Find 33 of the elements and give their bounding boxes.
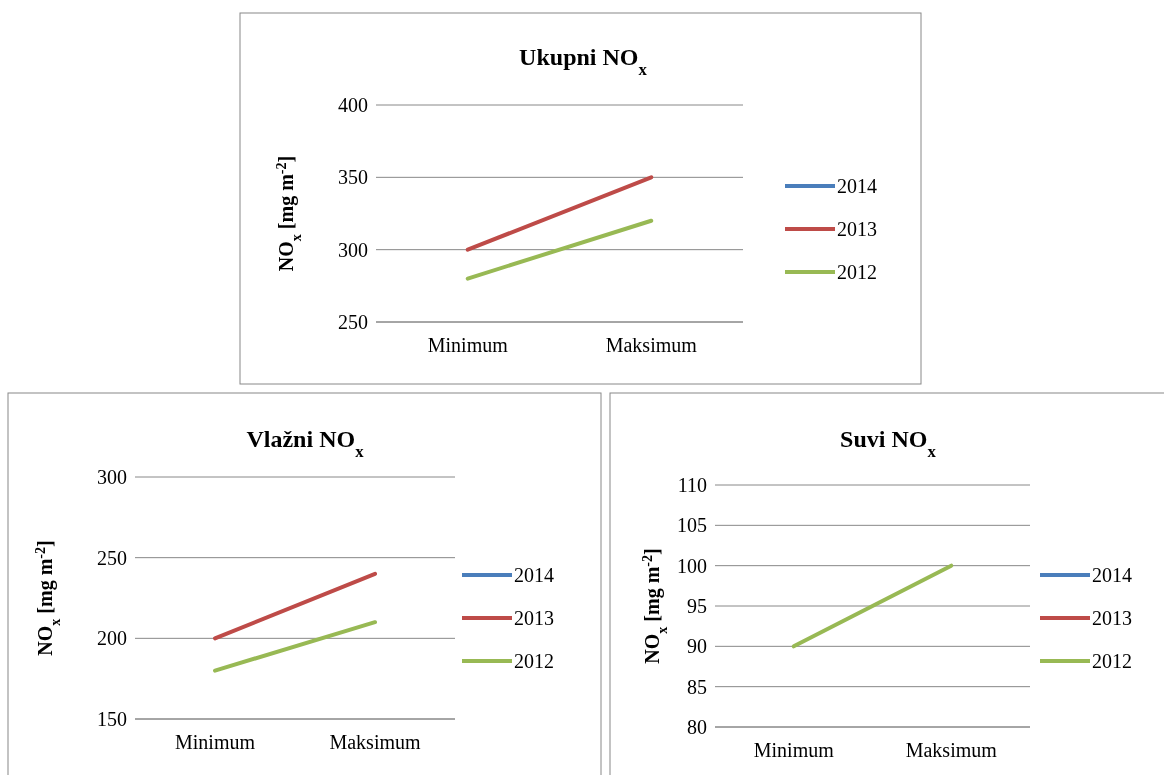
- y-tick-label: 350: [338, 166, 368, 189]
- chart-title: Suvi NO$_{x}$: [840, 426, 937, 461]
- chart-title: Vlažni NO$_{x}$: [246, 426, 365, 461]
- x-tick-label: Maksimum: [905, 739, 998, 761]
- y-tick-label: 95: [687, 595, 707, 617]
- y-tick-label: 250: [338, 311, 368, 333]
- legend-label: 2013: [1092, 607, 1132, 629]
- chart-title: Ukupni NO$_{x}$: [519, 44, 648, 79]
- x-tick-label: Maksimum: [605, 334, 698, 356]
- legend-label: 2014: [514, 564, 554, 586]
- legend-label: 2012: [1092, 650, 1132, 672]
- legend-label: 2014: [1092, 564, 1132, 586]
- x-tick-label: Minimum: [427, 334, 509, 356]
- y-tick-label: 80: [687, 716, 707, 738]
- legend-label: 2012: [837, 261, 877, 283]
- y-tick-label: 250: [97, 546, 127, 569]
- x-tick-label: Minimum: [753, 739, 835, 761]
- y-tick-label: 100: [677, 554, 707, 577]
- legend-label: 2012: [514, 650, 554, 672]
- x-tick-label: Maksimum: [329, 731, 421, 753]
- y-tick-label: 300: [338, 238, 368, 261]
- y-tick-label: 105: [677, 514, 707, 537]
- y-tick-label: 200: [97, 627, 127, 650]
- legend-label: 2013: [514, 607, 554, 629]
- legend-label: 2014: [837, 175, 877, 197]
- y-tick-label: 150: [97, 708, 127, 730]
- y-tick-label: 300: [97, 466, 127, 488]
- y-tick-label: 400: [338, 94, 368, 116]
- x-tick-label: Minimum: [174, 731, 256, 753]
- y-tick-label: 110: [677, 474, 707, 496]
- y-tick-label: 85: [687, 675, 707, 698]
- legend-label: 2013: [837, 218, 877, 240]
- y-tick-label: 90: [687, 635, 707, 658]
